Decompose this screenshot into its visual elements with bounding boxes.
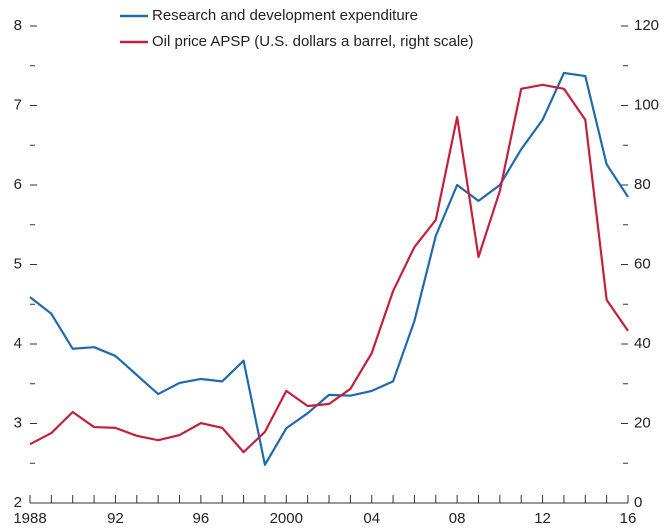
series-line (29, 71, 629, 466)
y2-tick-label: 40 (634, 335, 651, 352)
y-tick-label: 4 (14, 335, 22, 352)
legend-label: Research and development expenditure (152, 7, 418, 24)
y-tick-label: 8 (14, 17, 22, 34)
series-line (29, 83, 629, 454)
x-tick-label: 16 (620, 510, 637, 527)
y2-tick-label: 80 (634, 176, 651, 193)
legend-label: Oil price APSP (U.S. dollars a barrel, r… (152, 33, 474, 50)
x-tick-label: 08 (449, 510, 466, 527)
y-tick-label: 3 (14, 414, 22, 431)
y2-tick-label: 60 (634, 255, 651, 272)
y-tick-label: 6 (14, 176, 22, 193)
x-tick-label: 1988 (13, 510, 46, 527)
y-tick-label: 2 (14, 494, 22, 511)
x-tick-label: 2000 (270, 510, 303, 527)
x-tick-label: 04 (363, 510, 380, 527)
y-tick-label: 7 (14, 96, 22, 113)
x-tick-label: 92 (107, 510, 124, 527)
x-tick-label: 96 (193, 510, 210, 527)
y2-tick-label: 20 (634, 414, 651, 431)
y2-tick-label: 120 (634, 17, 659, 34)
y-tick-label: 5 (14, 255, 22, 272)
y2-tick-label: 100 (634, 96, 659, 113)
y2-tick-label: 0 (634, 494, 642, 511)
x-tick-label: 12 (534, 510, 551, 527)
